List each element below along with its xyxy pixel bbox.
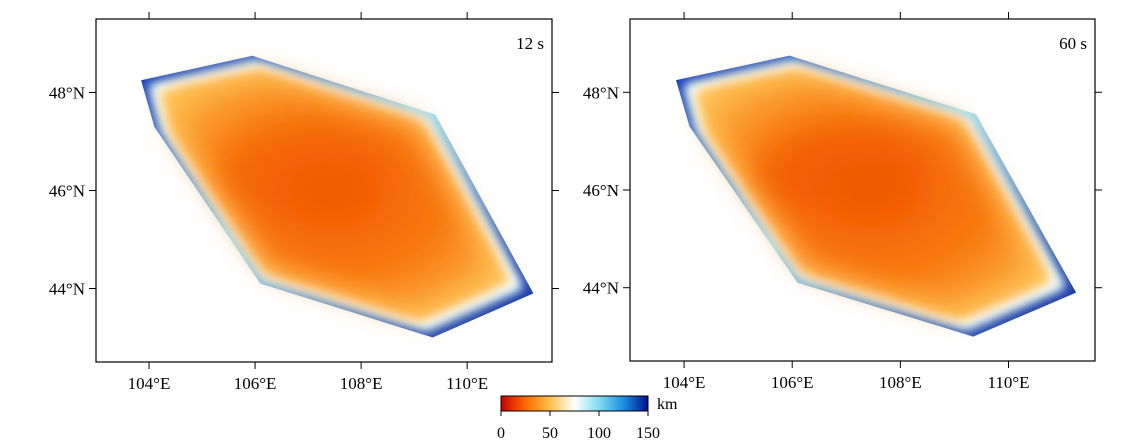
lon-label: 110°E	[446, 374, 488, 393]
lon-label: 104°E	[663, 373, 706, 392]
colorbar-tick-label: 150	[636, 425, 660, 442]
colorbar-ticks: 0 50 100 150	[497, 411, 660, 442]
lon-label: 110°E	[987, 373, 1029, 392]
colorbar-unit: km	[657, 396, 678, 413]
period-label: 12 s	[516, 34, 544, 53]
period-label: 60 s	[1059, 34, 1087, 53]
lon-label: 108°E	[879, 373, 922, 392]
lon-label: 106°E	[234, 374, 277, 393]
lon-label: 108°E	[340, 374, 383, 393]
lat-label: 44°N	[583, 279, 619, 298]
colorbar-tick-label: 100	[587, 425, 611, 442]
colorbar-tick-label: 0	[497, 425, 505, 442]
colorbar: km 0 50 100 150	[497, 395, 678, 442]
colorbar-tick-label: 50	[542, 425, 558, 442]
lon-label: 106°E	[771, 373, 814, 392]
region-core-max	[760, 131, 928, 214]
colorbar-gradient	[500, 395, 649, 412]
lon-label: 104°E	[128, 374, 171, 393]
lat-label: 48°N	[583, 83, 619, 102]
region-core-max	[223, 131, 388, 214]
lat-label: 46°N	[583, 181, 619, 200]
map-panel-12s: 12 s 48°N 46°N 44°N 104°E 106°E 108°E 110°E	[49, 12, 559, 393]
lat-label: 48°N	[49, 84, 85, 103]
map-panel-60s: 60 s 48°N 46°N 44°N 104°E 106°E 108°E 110°E	[583, 12, 1102, 392]
lat-label: 44°N	[49, 280, 85, 299]
lat-label: 46°N	[49, 182, 85, 201]
